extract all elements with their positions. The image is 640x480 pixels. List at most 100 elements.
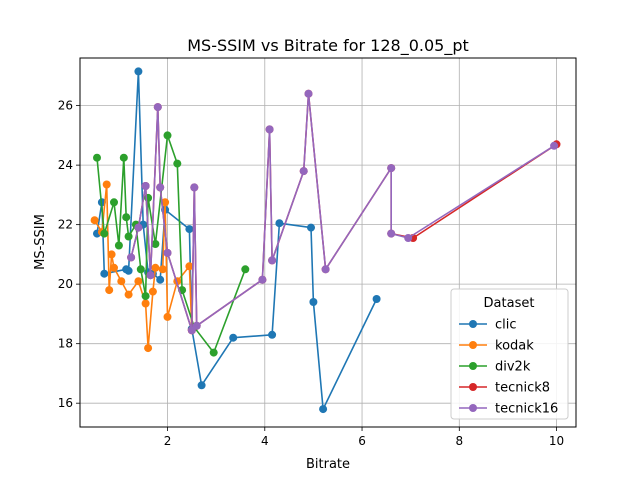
data-point-tecnick16 xyxy=(156,183,165,192)
data-point-clic xyxy=(372,295,381,303)
data-point-kodak xyxy=(117,277,126,286)
data-point-div2k xyxy=(141,292,150,301)
data-point-kodak xyxy=(110,263,118,272)
data-point-kodak xyxy=(151,263,160,272)
legend-item-kodak: kodak xyxy=(459,339,534,354)
legend-swatch-marker xyxy=(469,320,477,328)
data-point-tecnick16 xyxy=(404,234,413,242)
data-point-tecnick16 xyxy=(321,265,330,274)
data-point-tecnick16 xyxy=(153,103,162,112)
data-point-tecnick16 xyxy=(550,141,559,150)
data-point-div2k xyxy=(163,131,172,140)
data-point-div2k xyxy=(110,198,118,207)
legend: Dataset clic kodak div2k tecnick8 tecnick16 xyxy=(450,288,569,420)
data-point-div2k xyxy=(93,153,101,162)
data-point-kodak xyxy=(185,262,194,271)
data-point-div2k xyxy=(119,153,128,162)
y-tick-label: 24 xyxy=(58,158,73,172)
series-line-div2k xyxy=(96,134,247,354)
data-point-tecnick16 xyxy=(304,89,313,98)
data-point-clic xyxy=(275,219,284,228)
data-point-div2k xyxy=(124,232,133,241)
legend-swatch-marker xyxy=(469,341,477,349)
chart-title: MS-SSIM vs Bitrate for 128_0.05_pt xyxy=(187,36,469,56)
data-point-clic xyxy=(100,269,109,278)
data-point-clic xyxy=(307,223,315,232)
y-tick-label: 22 xyxy=(58,218,73,232)
data-point-clic xyxy=(309,298,318,306)
x-tick-label: 10 xyxy=(549,434,564,448)
data-point-kodak xyxy=(144,344,153,353)
legend-title: Dataset xyxy=(484,296,535,311)
data-point-tecnick16 xyxy=(146,271,155,280)
data-point-div2k xyxy=(241,265,250,274)
data-point-kodak xyxy=(141,299,150,308)
data-point-tecnick16 xyxy=(192,321,201,330)
data-point-clic xyxy=(156,275,165,284)
legend-item-clic: clic xyxy=(459,318,517,333)
data-point-clic xyxy=(124,266,133,275)
x-axis-label: Bitrate xyxy=(306,457,350,472)
x-axis: 2 4 6 8 10 xyxy=(164,427,564,448)
data-point-kodak xyxy=(107,250,116,259)
legend-items: clic kodak div2k tecnick8 tecnick16 xyxy=(459,318,558,417)
data-point-clic xyxy=(268,330,277,339)
series-line-tecnick16 xyxy=(130,92,555,332)
data-point-kodak xyxy=(124,290,133,299)
data-point-div2k xyxy=(209,348,218,357)
data-point-clic xyxy=(319,405,328,414)
data-point-kodak xyxy=(90,216,99,225)
x-tick-label: 4 xyxy=(261,434,269,448)
y-tick-label: 16 xyxy=(58,396,73,410)
data-point-clic xyxy=(197,381,206,390)
data-point-tecnick16 xyxy=(127,253,136,262)
legend-swatch-marker xyxy=(469,383,477,391)
series-tecnick16 xyxy=(127,89,559,335)
y-axis-label: MS-SSIM xyxy=(33,214,48,270)
data-point-tecnick16 xyxy=(141,182,150,190)
data-point-div2k xyxy=(100,229,109,238)
data-point-tecnick16 xyxy=(387,164,396,173)
data-point-tecnick16 xyxy=(190,183,199,192)
data-point-div2k xyxy=(173,159,182,168)
x-tick-label: 6 xyxy=(358,434,366,448)
x-tick-label: 2 xyxy=(164,434,172,448)
legend-item-div2k: div2k xyxy=(459,360,531,375)
data-point-tecnick16 xyxy=(265,125,274,134)
data-point-kodak xyxy=(161,198,170,207)
data-point-tecnick16 xyxy=(268,256,277,265)
data-point-kodak xyxy=(102,180,111,189)
y-tick-label: 26 xyxy=(58,99,73,113)
data-point-tecnick16 xyxy=(134,223,143,232)
plot-frame xyxy=(79,57,577,428)
legend-label: tecnick8 xyxy=(495,381,550,396)
data-point-div2k xyxy=(122,213,131,222)
legend-item-tecnick8: tecnick8 xyxy=(459,381,550,396)
data-point-kodak xyxy=(163,312,172,321)
data-point-tecnick16 xyxy=(387,229,396,238)
data-point-kodak xyxy=(105,286,114,295)
data-point-tecnick16 xyxy=(258,275,267,284)
legend-swatch-marker xyxy=(469,404,477,412)
data-point-kodak xyxy=(148,287,157,296)
legend-label: kodak xyxy=(495,339,534,354)
data-point-clic xyxy=(134,67,143,76)
legend-item-tecnick16: tecnick16 xyxy=(459,402,558,417)
data-point-div2k xyxy=(114,241,123,250)
data-point-kodak xyxy=(158,265,167,274)
legend-swatch-marker xyxy=(469,362,477,370)
x-tick-label: 8 xyxy=(455,434,463,448)
series-kodak xyxy=(90,180,196,353)
data-point-kodak xyxy=(134,277,143,286)
legend-label: div2k xyxy=(495,360,531,375)
data-point-clic xyxy=(229,333,238,342)
legend-label: clic xyxy=(495,318,517,333)
legend-label: tecnick16 xyxy=(495,402,558,417)
data-point-div2k xyxy=(151,240,160,248)
y-axis: 16 18 20 22 24 26 xyxy=(58,99,80,410)
y-tick-label: 20 xyxy=(58,277,73,291)
data-point-tecnick16 xyxy=(163,248,172,257)
data-point-div2k xyxy=(136,265,145,274)
data-point-clic xyxy=(185,225,194,234)
